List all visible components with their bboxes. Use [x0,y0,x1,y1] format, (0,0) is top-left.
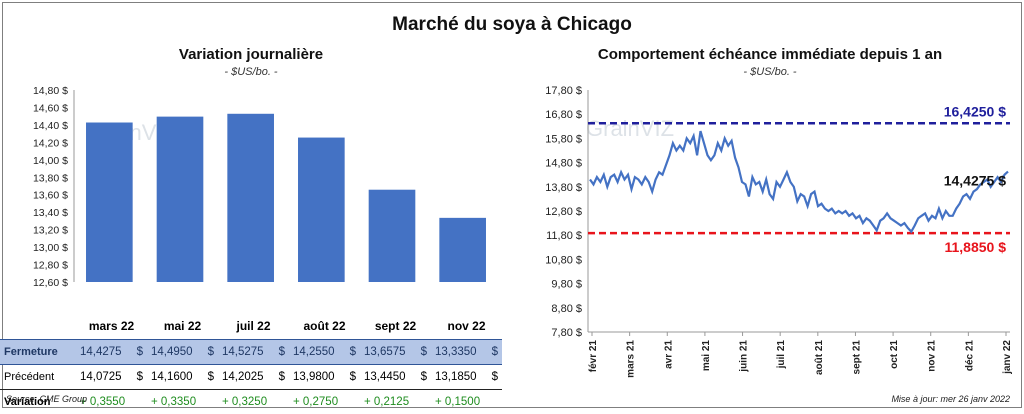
bar-mars-22 [86,122,133,282]
line-y-tick-label: 9,80 $ [551,279,582,291]
line-watermark: GrainVIZ [586,116,674,141]
table-header-row: mars 22 mai 22 juil 22 août 22 sept 22 nov 22 [0,314,502,339]
table-month-header: août 22 [303,319,346,334]
line-y-tick-label: 15,80 $ [545,133,582,145]
bar-y-tick-label: 13,80 $ [33,172,68,184]
table-cell: 13,3350 $ [431,338,502,365]
table-month-header: sept 22 [374,319,417,334]
last-value-label: 14,4275 $ [944,173,1006,189]
line-y-tick-label: 8,80 $ [551,303,582,315]
line-x-tick-label: nov 21 [927,340,938,372]
right-chart-title: Comportement échéance immédiate depuis 1… [597,46,943,63]
line-y-tick-label: 7,80 $ [551,327,582,339]
table-month-header: mai 22 [163,319,202,334]
line-y-tick-label: 13,80 $ [545,182,582,194]
table-cell: 14,1600 $ [147,364,218,390]
bar-mai-22 [156,116,204,282]
source-note: Source: CME Group [6,394,88,404]
line-y-tick-label: 16,80 $ [545,109,582,121]
bar-y-tick-label: 12,60 $ [33,277,68,289]
bar-y-tick-label: 13,20 $ [33,225,68,237]
table-row-label: Précédent [0,364,76,390]
line-y-axis: 7,80 $ 8,80 $ 9,80 $ 10,80 $ 11,80 $ 12,80 $ 1… [545,85,589,339]
page-title: Marché du soya à Chicago [392,14,632,35]
line-x-tick-label: déc 21 [964,340,975,372]
bar-juil-22 [227,113,274,282]
table-cell: 14,2025 $ [218,364,289,390]
table-row-label: Variation [4,395,51,408]
bar-chart: GrainVIZ 12,60 $12,80 $13,00 $13,20 $13,… [33,85,486,289]
table-cell: 13,1850 $ [431,364,502,390]
bar-nov-22 [439,217,486,282]
bar-sept-22 [368,189,416,282]
bar-y-axis: 12,60 $ 12,80 $ 13,00 $ 13,20 $ 13,40 $ 13,60… [33,85,75,289]
table-cell: + 0,2125 [364,395,410,408]
high-label: 16,4250 $ [944,103,1006,119]
line-x-tick-label: août 21 [814,340,825,375]
line-x-tick-label: avr 21 [663,340,674,369]
table-cell: + 0,3250 [222,395,268,408]
reference-lines [588,122,1010,235]
table-month-header: nov 22 [447,319,486,334]
table-cell: + 0,2750 [293,395,339,408]
table-row-2: Variation + 0,3550 + 0,3350 + 0,3250 + 0,275… [0,389,502,414]
table-row-label: Fermeture [0,338,76,365]
bar-y-tick-label: 14,00 $ [33,155,68,167]
line-y-tick-label: 12,80 $ [545,206,582,218]
bar-y-tick-label: 13,40 $ [33,207,68,219]
right-chart-unit: - $US/bo. - [743,66,797,78]
left-chart-unit: - $US/bo. - [224,66,278,78]
line-chart: GrainVIZ 7,80 $ 8,80 $ 9,80 $ 10,80 $ 11,80 … [545,85,1013,378]
line-x-tick-label: juin 21 [739,340,750,373]
bar-y-tick-label: 14,40 $ [33,120,68,132]
table-cell: + 0,3350 [151,395,197,408]
left-chart-title: Variation journalière [178,46,324,63]
line-x-tick-label: oct 21 [889,340,900,369]
line-x-tick-label: mai 21 [701,340,712,372]
line-x-tick-label: janv 22 [1002,340,1013,375]
price-table: mars 22 mai 22 juil 22 août 22 sept 22 nov 22… [0,314,502,414]
bar-août-22 [298,137,345,282]
table-row-0: Fermeture 14,4275 $14,4950 $14,5275 $14,2550… [0,338,502,365]
table-cell: 13,6575 $ [360,338,431,365]
line-x-axis: févr 21 mars 21 avr 21 mai 21 juin 21 juil 21… [588,331,1013,378]
table-month-header: mars 22 [88,319,135,334]
table-cell: 14,0725 $ [76,364,147,390]
table-cell: 13,4450 $ [360,364,431,390]
table-cell: 14,4950 $ [147,338,218,365]
bar-y-tick-label: 14,80 $ [33,85,68,97]
line-x-tick-label: sept 21 [851,340,862,375]
table-cell: 13,9800 $ [289,364,360,390]
line-x-tick-label: févr 21 [588,340,599,373]
table-cell: + 0,3550 [80,395,126,408]
bar-y-tick-label: 14,20 $ [33,137,68,149]
line-y-tick-label: 14,80 $ [545,158,582,170]
line-x-tick-label: juil 21 [776,340,787,370]
line-y-tick-label: 11,80 $ [546,230,582,242]
price-series-line [589,130,1009,234]
line-x-tick-label: mars 21 [626,340,637,378]
line-y-tick-label: 17,80 $ [545,85,582,97]
bar-y-tick-label: 14,60 $ [33,102,68,114]
bar-y-tick-label: 13,00 $ [33,242,68,254]
table-cell: 14,2550 $ [289,338,360,365]
table-cell: 14,5275 $ [218,338,289,365]
bar-y-tick-label: 13,60 $ [33,190,68,202]
table-row-1: Précédent 14,0725 $14,1600 $14,2025 $13,9800… [0,364,502,390]
low-label: 11,8850 $ [944,239,1006,255]
line-y-tick-label: 10,80 $ [545,254,582,266]
bar-series [86,113,486,282]
table-cell: 14,4275 $ [76,338,147,365]
bar-y-tick-label: 12,80 $ [33,260,68,272]
table-month-header: juil 22 [236,319,271,334]
updated-note: Mise à jour: mer 26 janv 2022 [891,394,1010,404]
table-cell: + 0,1500 [435,395,481,408]
